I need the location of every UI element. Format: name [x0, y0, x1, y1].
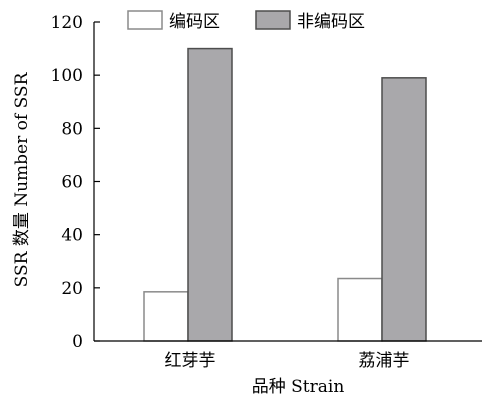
legend-swatch	[127, 10, 163, 30]
legend-label: 编码区	[169, 12, 220, 32]
bar-noncoding-0	[187, 47, 233, 342]
y-tick-label: 40	[61, 226, 83, 246]
x-tick-label: 红芽芋	[165, 351, 216, 371]
legend-swatch	[255, 10, 291, 30]
y-tick-label: 20	[61, 279, 83, 299]
plot-area	[143, 47, 427, 342]
y-tick-label: 80	[61, 119, 83, 139]
y-axis-label: SSR 数量 Number of SSR	[12, 71, 32, 287]
y-tick-label: 100	[51, 66, 83, 86]
x-tick-label: 荔浦芋	[359, 351, 410, 371]
y-axis: 0 20 40 60 80 100 120	[51, 13, 100, 352]
legend: 编码区 非编码区	[127, 10, 365, 32]
bar-coding-0	[143, 291, 189, 342]
x-axis-label: 品种 Strain	[252, 377, 345, 397]
legend-label: 非编码区	[297, 12, 365, 32]
bar-coding-1	[337, 277, 383, 342]
y-tick-label: 0	[72, 332, 83, 352]
y-tick-label: 60	[61, 173, 83, 193]
y-tick-label: 120	[51, 13, 83, 33]
x-axis: 红芽芋 荔浦芋	[94, 340, 482, 371]
bar-noncoding-1	[381, 77, 427, 342]
